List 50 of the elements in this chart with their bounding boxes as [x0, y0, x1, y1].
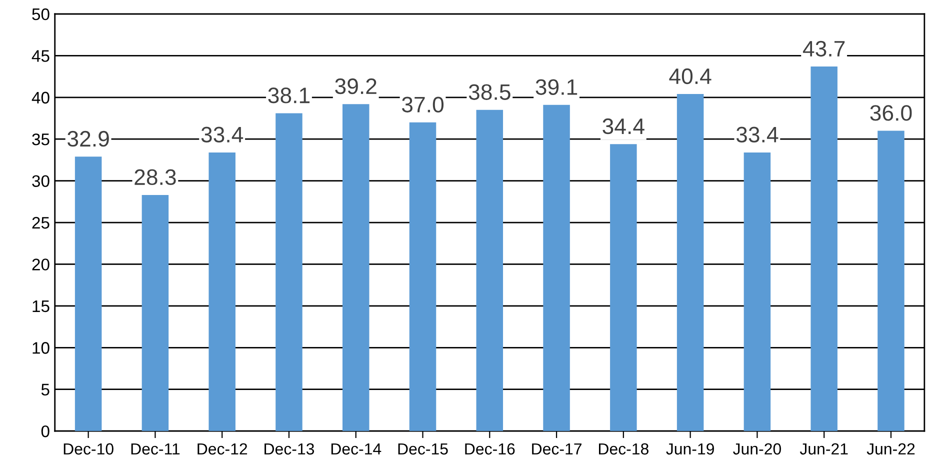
y-tick-label: 50	[32, 8, 50, 20]
bar	[676, 94, 704, 432]
x-tick-label: Jun-22	[866, 443, 915, 455]
x-tick-label: Jun-21	[800, 443, 848, 455]
bar	[142, 194, 169, 432]
y-tick-label: 0	[41, 425, 50, 438]
y-tick-label: 30	[32, 175, 50, 188]
data-label: 36.0	[870, 105, 912, 121]
x-tick-label: Dec-10	[64, 443, 114, 455]
bar	[476, 110, 504, 432]
data-label: 39.2	[335, 78, 376, 94]
bar	[543, 104, 570, 432]
x-tick-label: Jun-19	[666, 443, 714, 455]
bar	[610, 144, 637, 432]
x-tick-label: Dec-14	[331, 443, 382, 455]
data-label: 38.5	[468, 84, 510, 100]
data-label: 28.3	[134, 169, 176, 186]
bar	[744, 152, 771, 432]
data-label: 40.4	[669, 68, 712, 84]
x-tick-label: Dec-16	[465, 443, 515, 455]
y-tick-label: 10	[32, 342, 50, 354]
y-tick-label: 25	[32, 216, 50, 229]
y-tick-label: 15	[32, 300, 50, 312]
x-tick-label: Dec-18	[598, 443, 648, 455]
data-label: 43.7	[802, 40, 845, 57]
y-tick-label: 35	[32, 134, 50, 146]
bar	[342, 104, 370, 432]
data-label: 39.1	[536, 79, 578, 95]
y-tick-label: 5	[41, 384, 50, 396]
bar	[276, 113, 302, 432]
data-label: 33.4	[736, 126, 778, 142]
x-tick-label: Dec-13	[264, 443, 314, 455]
y-tick-label: 20	[32, 258, 50, 270]
bar	[409, 122, 436, 432]
y-tick-label: 40	[32, 92, 50, 104]
data-label: 33.4	[201, 126, 244, 142]
data-label: 37.0	[402, 96, 444, 112]
bar	[74, 156, 102, 432]
data-label: 38.1	[268, 88, 310, 104]
data-label: 34.4	[602, 118, 644, 134]
bar	[810, 66, 838, 432]
x-tick-label: Dec-15	[398, 443, 448, 455]
data-label: 32.9	[68, 130, 109, 147]
x-tick-label: Dec-17	[532, 443, 582, 455]
x-tick-label: Jun-20	[733, 443, 781, 455]
y-tick-label: 45	[32, 50, 50, 62]
x-tick-label: Dec-11	[131, 443, 180, 455]
x-tick-label: Dec-12	[198, 443, 248, 455]
bar	[878, 130, 904, 432]
bar	[208, 152, 236, 432]
